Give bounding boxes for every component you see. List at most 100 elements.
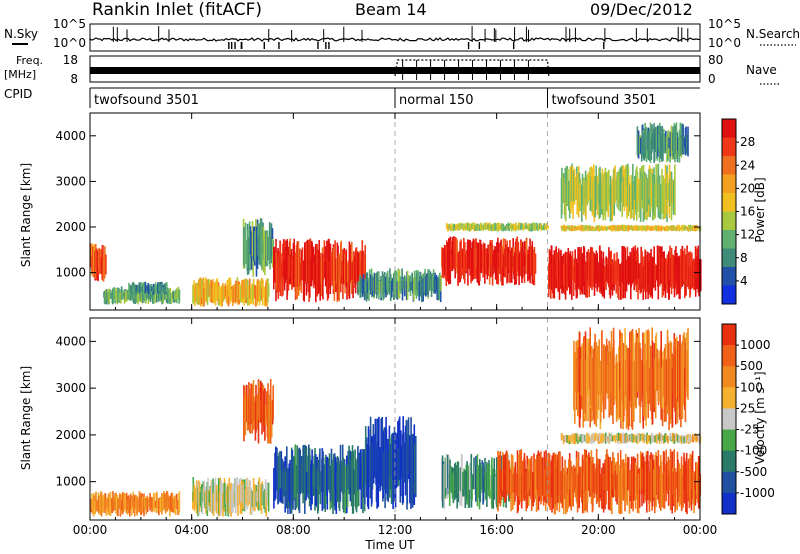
- data-cell: [402, 278, 404, 290]
- data-cell: [622, 264, 625, 299]
- data-cell: [161, 493, 163, 509]
- colorbar-segment: [722, 267, 736, 286]
- data-cell: [573, 464, 575, 489]
- data-cell: [266, 230, 269, 267]
- data-cell: [625, 226, 627, 232]
- data-cell: [506, 240, 508, 271]
- data-cell: [472, 225, 475, 230]
- data-cell: [569, 167, 571, 209]
- data-cell: [662, 257, 665, 296]
- data-cell: [463, 237, 465, 280]
- freq-unit-label: [MHz]: [4, 68, 36, 81]
- data-cell: [627, 456, 629, 491]
- data-cell: [649, 168, 652, 212]
- data-cell: [598, 339, 600, 396]
- data-cell: [595, 432, 597, 441]
- data-cell: [215, 279, 218, 296]
- colorbar-tick-label: 1000: [740, 338, 771, 352]
- data-cell: [541, 225, 543, 230]
- data-cell: [637, 225, 640, 231]
- data-cell: [460, 247, 463, 267]
- data-cell: [273, 467, 275, 509]
- data-cell: [560, 249, 562, 289]
- data-cell: [688, 224, 690, 229]
- data-cell: [585, 360, 587, 422]
- data-cell: [611, 461, 613, 497]
- data-cell: [241, 485, 243, 503]
- data-cell: [596, 464, 598, 495]
- data-cell: [654, 183, 657, 219]
- data-cell: [201, 278, 203, 298]
- cpid-segment-label: twofsound 3501: [94, 93, 199, 108]
- colorbar-segment: [722, 324, 736, 346]
- colorbar-segment: [722, 230, 736, 249]
- data-cell: [639, 137, 642, 154]
- data-cell: [282, 463, 284, 504]
- data-cell: [95, 500, 98, 507]
- data-cell: [645, 434, 647, 441]
- data-cell: [163, 491, 165, 510]
- data-cell: [655, 225, 658, 232]
- data-cell: [583, 472, 585, 513]
- data-cell: [566, 435, 569, 443]
- freq-band-normal: [395, 67, 548, 74]
- data-cell: [652, 366, 654, 411]
- data-cell: [599, 245, 601, 286]
- data-cell: [598, 266, 600, 284]
- data-cell: [296, 241, 299, 287]
- data-cell: [464, 474, 467, 509]
- data-cell: [586, 338, 588, 395]
- data-cell: [468, 463, 471, 490]
- data-cell: [662, 129, 664, 162]
- nsearch-label: N.Search: [746, 27, 800, 41]
- data-cell: [195, 480, 198, 514]
- data-cell: [603, 171, 606, 201]
- data-cell: [668, 178, 671, 207]
- data-cell: [601, 436, 604, 442]
- data-cell: [295, 465, 298, 509]
- data-cell: [677, 435, 679, 443]
- data-cell: [674, 164, 676, 216]
- colorbar-tick-label: 4: [740, 274, 748, 288]
- colorbar-segment: [722, 450, 736, 473]
- data-cell: [609, 435, 612, 442]
- data-cell: [670, 247, 673, 285]
- data-cell: [616, 474, 618, 505]
- data-cell: [154, 287, 157, 303]
- data-cell: [170, 292, 172, 305]
- data-cell: [376, 446, 378, 509]
- data-cell: [443, 463, 446, 510]
- x-tick-label: 12:00: [378, 523, 413, 537]
- data-cell: [578, 224, 580, 230]
- data-cell: [525, 471, 527, 511]
- data-cell: [119, 494, 122, 517]
- data-cell: [460, 222, 463, 228]
- data-cell: [591, 366, 593, 412]
- data-cell: [104, 246, 106, 276]
- data-cell: [272, 385, 274, 420]
- data-cell: [593, 227, 596, 231]
- data-cell: [656, 348, 658, 391]
- x-tick-label: 08:00: [276, 523, 311, 537]
- data-cell: [649, 435, 652, 441]
- data-cell: [491, 457, 493, 509]
- data-cell: [612, 474, 614, 498]
- data-cell: [650, 345, 652, 411]
- data-cell: [562, 173, 565, 203]
- data-cell: [693, 260, 695, 290]
- data-cell: [299, 461, 302, 491]
- data-cell: [164, 284, 167, 294]
- data-cell: [601, 467, 603, 509]
- data-cell: [254, 231, 256, 262]
- noise-right-tick-top: 10^5: [708, 17, 741, 31]
- cpid-label: CPID: [4, 87, 32, 101]
- data-cell: [601, 330, 603, 394]
- data-cell: [201, 488, 204, 515]
- data-cell: [633, 468, 635, 501]
- data-cell: [406, 434, 409, 504]
- velocity-colorbar-label: Velocity [m s⁻¹]: [753, 371, 767, 464]
- data-cell: [340, 240, 342, 278]
- data-cell: [491, 224, 493, 232]
- data-cell: [609, 175, 612, 202]
- data-cell: [243, 397, 245, 441]
